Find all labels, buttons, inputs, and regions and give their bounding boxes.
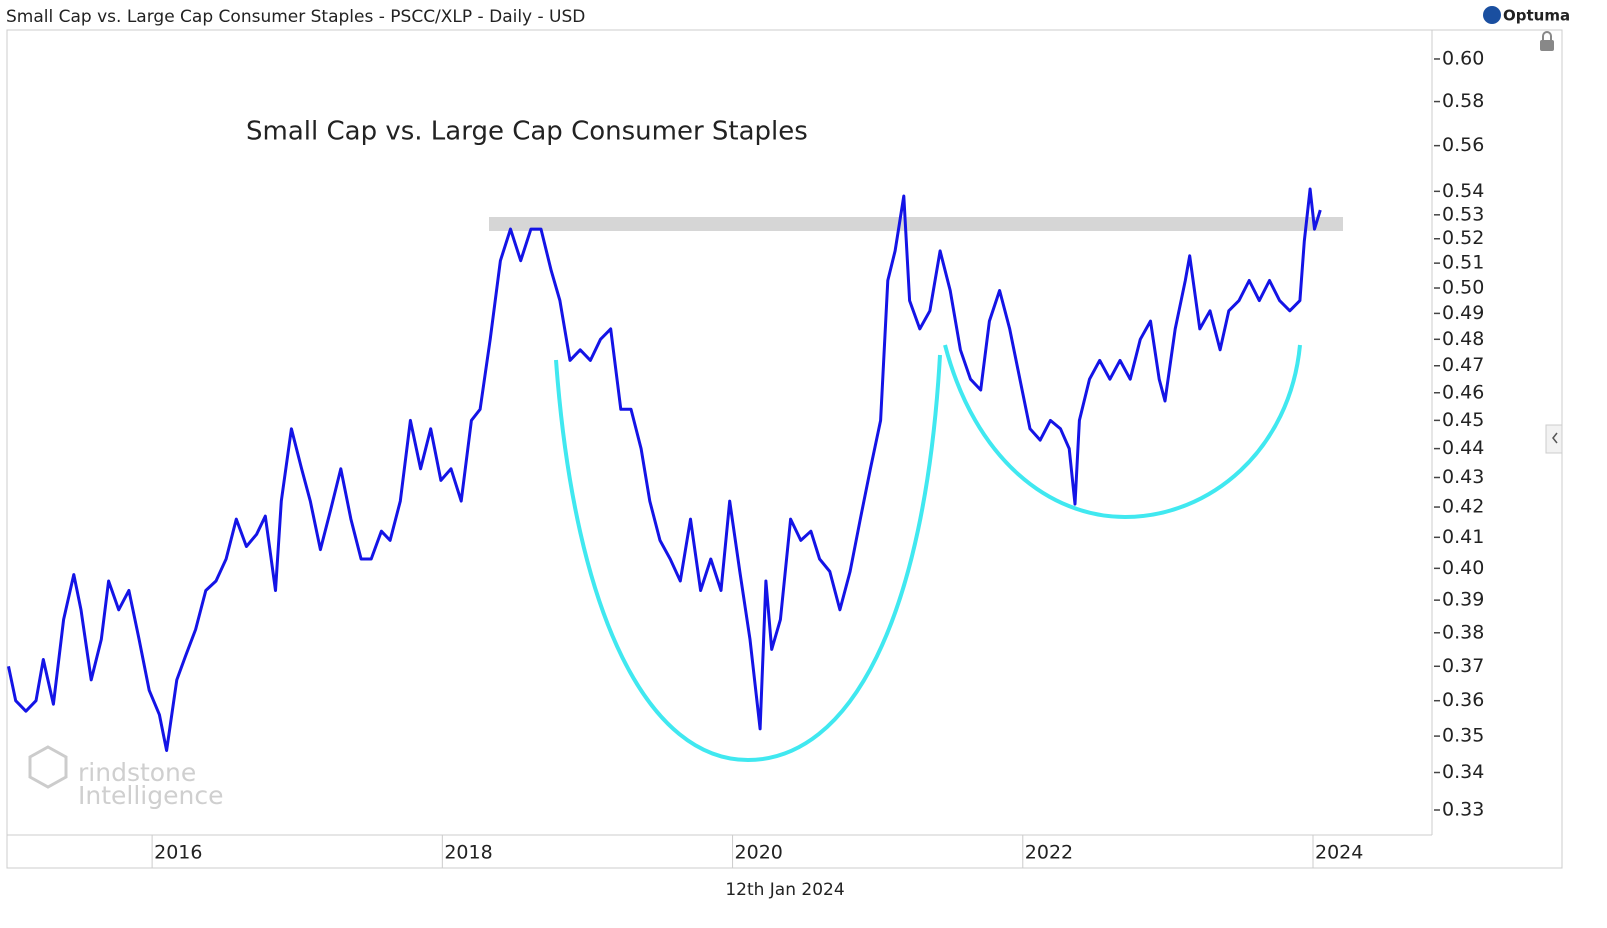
y-tick-label: 0.44 bbox=[1442, 437, 1484, 459]
y-tick-label: 0.34 bbox=[1442, 761, 1484, 783]
y-tick-label: 0.33 bbox=[1442, 799, 1484, 821]
y-tick-label: 0.58 bbox=[1442, 90, 1484, 112]
x-tick-label: 2022 bbox=[1025, 842, 1073, 864]
y-tick-label: 0.42 bbox=[1442, 496, 1484, 518]
y-tick-label: 0.43 bbox=[1442, 466, 1484, 488]
y-tick-label: 0.49 bbox=[1442, 302, 1484, 324]
x-tick-label: 2016 bbox=[154, 842, 202, 864]
chart-title: Small Cap vs. Large Cap Consumer Staples bbox=[246, 117, 808, 147]
y-tick-label: 0.48 bbox=[1442, 328, 1484, 350]
date-label: 12th Jan 2024 bbox=[725, 880, 844, 900]
y-tick-label: 0.35 bbox=[1442, 725, 1484, 747]
brand-logo bbox=[1483, 6, 1501, 24]
y-tick-label: 0.38 bbox=[1442, 621, 1484, 643]
collapse-arrow bbox=[1552, 432, 1558, 444]
y-tick-label: 0.41 bbox=[1442, 526, 1484, 548]
x-tick-label: 2018 bbox=[444, 842, 492, 864]
brand: Optuma bbox=[1503, 7, 1570, 25]
y-tick-label: 0.50 bbox=[1442, 277, 1484, 299]
watermark-line1: rindstone bbox=[78, 758, 196, 787]
y-tick-label: 0.37 bbox=[1442, 655, 1484, 677]
watermark-line2: Intelligence bbox=[78, 781, 223, 810]
y-tick-label: 0.45 bbox=[1442, 409, 1484, 431]
cup-arc bbox=[554, 354, 942, 763]
y-tick-label: 0.46 bbox=[1442, 381, 1484, 403]
header-title: Small Cap vs. Large Cap Consumer Staples… bbox=[6, 7, 585, 27]
lock-shackle bbox=[1542, 31, 1552, 40]
y-tick-label: 0.56 bbox=[1442, 134, 1484, 156]
y-tick-label: 0.54 bbox=[1442, 180, 1484, 202]
x-tick-label: 2020 bbox=[735, 842, 783, 864]
resistance-band bbox=[489, 217, 1343, 231]
y-tick-label: 0.39 bbox=[1442, 589, 1484, 611]
x-tick-label: 2024 bbox=[1315, 842, 1363, 864]
y-tick-label: 0.36 bbox=[1442, 689, 1484, 711]
y-tick-label: 0.53 bbox=[1442, 203, 1484, 225]
handle-arc bbox=[943, 344, 1302, 520]
y-tick-label: 0.60 bbox=[1442, 47, 1484, 69]
lock-icon[interactable] bbox=[1540, 40, 1554, 51]
y-tick-label: 0.51 bbox=[1442, 252, 1484, 274]
y-tick-label: 0.47 bbox=[1442, 354, 1484, 376]
watermark-logo bbox=[28, 745, 68, 789]
y-tick-label: 0.40 bbox=[1442, 557, 1484, 579]
price-line bbox=[7, 187, 1322, 752]
y-tick-label: 0.52 bbox=[1442, 227, 1484, 249]
